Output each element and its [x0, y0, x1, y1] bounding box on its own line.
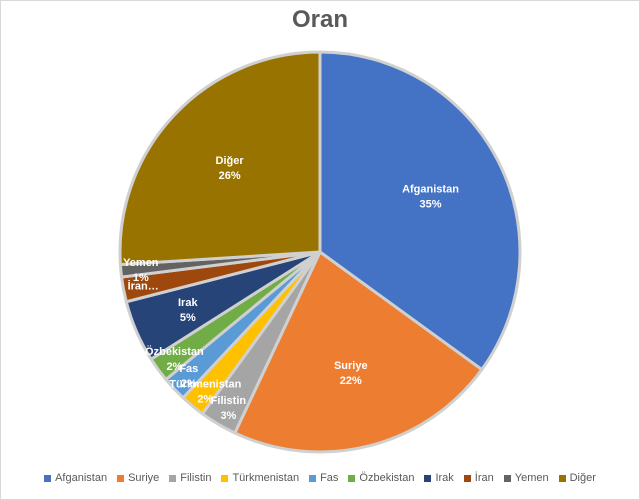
slice-label-afganistan: Afganistan 35%	[402, 184, 459, 211]
legend-item-diger[interactable]: Diğer	[558, 472, 596, 484]
pie-slices	[118, 50, 522, 454]
legend-swatch	[424, 474, 432, 482]
legend-swatch	[503, 474, 511, 482]
legend-swatch	[169, 474, 177, 482]
legend-item-turkmenistan[interactable]: Türkmenistan	[221, 472, 299, 484]
legend-item-filistin[interactable]: Filistin	[169, 472, 211, 484]
legend-swatch	[558, 474, 566, 482]
legend-label: İran	[474, 472, 494, 484]
slice-label-iran: İran…	[128, 280, 159, 293]
legend-swatch	[221, 474, 229, 482]
legend-item-afganistan[interactable]: Afganistan	[44, 472, 107, 484]
chart-legend: Afganistan Suriye Filistin Türkmenistan Fas Ö…	[0, 472, 640, 484]
slice-label-ozbekistan: Özbekistan 2%	[145, 345, 204, 373]
legend-label: Diğer	[569, 472, 596, 484]
chart-title: Oran	[291, 6, 348, 33]
pie-slice-afganistan[interactable]	[318, 50, 522, 372]
pie-labels: Afganistan 35% Suriye 22% Filistin 3%Türkmeni…	[123, 155, 459, 422]
slice-label-irak: Irak 5%	[178, 297, 198, 324]
legend-swatch	[463, 474, 471, 482]
legend-label: Fas	[320, 472, 339, 484]
legend-label: Suriye	[128, 472, 160, 484]
slice-label-filistin: Filistin 3%	[211, 395, 247, 422]
legend-label: Irak	[435, 472, 454, 484]
legend-label: Türkmenistan	[232, 472, 300, 484]
legend-label: Afganistan	[55, 472, 108, 484]
legend-item-iran[interactable]: İran	[463, 472, 494, 484]
legend-item-yemen[interactable]: Yemen	[503, 472, 549, 484]
slice-label-yemen: Yemen 1%	[123, 257, 159, 284]
legend-swatch	[309, 474, 317, 482]
slice-label-diger: Diğer 26%	[216, 155, 245, 182]
legend-swatch	[117, 474, 125, 482]
slice-label-fas: Fas 2%	[179, 363, 198, 390]
legend-item-suriye[interactable]: Suriye	[117, 472, 159, 484]
legend-swatch	[44, 474, 52, 482]
legend-item-ozbekistan[interactable]: Özbekistan	[348, 472, 414, 484]
slice-label-turkmenistan: Türkmenistan 2%	[169, 379, 241, 406]
legend-label: Filistin	[180, 472, 212, 484]
legend-item-fas[interactable]: Fas	[309, 472, 338, 484]
legend-item-irak[interactable]: Irak	[424, 472, 454, 484]
legend-label: Özbekistan	[359, 472, 415, 484]
pie-slice-diger[interactable]	[118, 50, 322, 267]
legend-label: Yemen	[514, 472, 549, 484]
slice-label-suriye: Suriye 22%	[334, 360, 368, 387]
legend-swatch	[348, 474, 356, 482]
